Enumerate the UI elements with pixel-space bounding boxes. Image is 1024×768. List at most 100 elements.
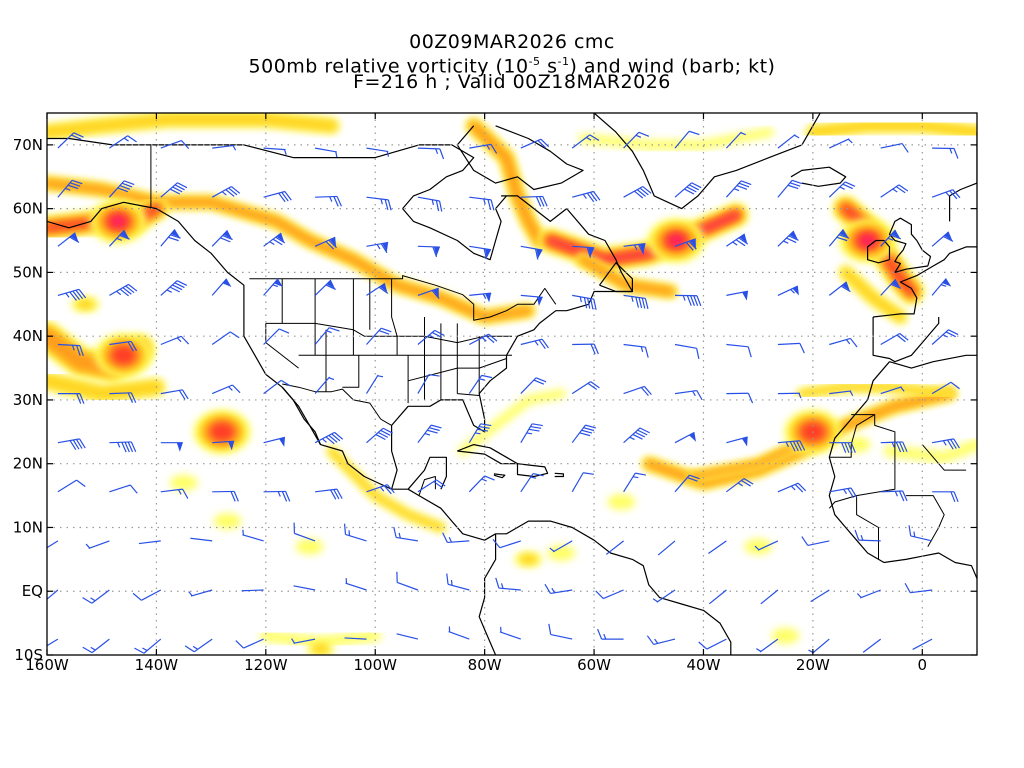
barb-feather xyxy=(117,187,129,193)
wind-barb xyxy=(571,134,600,149)
wind-barb xyxy=(160,229,181,247)
barb-feather xyxy=(69,236,80,244)
barb-feather xyxy=(637,429,648,436)
barb-staff xyxy=(807,540,830,547)
barb-feather xyxy=(801,536,809,546)
vorticity-band xyxy=(579,255,675,296)
barb-feather xyxy=(432,331,443,339)
title-field-part: s xyxy=(540,55,558,78)
barb-feather xyxy=(687,477,698,482)
wind-barb xyxy=(931,278,952,296)
barb-feather xyxy=(740,180,752,186)
barb-half-feather xyxy=(85,543,91,549)
barb-feather xyxy=(132,592,142,601)
barb-staff xyxy=(293,585,316,591)
barb-staff xyxy=(109,392,132,395)
barb-half-feather xyxy=(483,198,486,205)
barb-staff xyxy=(468,423,482,444)
barb-feather xyxy=(789,441,796,452)
barb-feather xyxy=(688,240,697,250)
barb-feather xyxy=(593,299,597,310)
barb-half-feather xyxy=(798,393,802,399)
barb-feather xyxy=(181,389,189,400)
barb-staff xyxy=(880,184,900,198)
barb-feather xyxy=(334,431,344,440)
barb-feather xyxy=(130,441,137,453)
barb-staff xyxy=(550,633,573,640)
wind-barb xyxy=(777,134,800,149)
barb-staff xyxy=(520,245,543,251)
coastline xyxy=(516,463,549,478)
barb-feather xyxy=(436,479,446,487)
barb-staff xyxy=(314,147,337,153)
wind-barb xyxy=(932,491,959,503)
title-exponent: -1 xyxy=(557,55,570,68)
wind-barb xyxy=(880,229,902,247)
barb-feather xyxy=(233,491,239,502)
barb-staff xyxy=(469,196,492,201)
political-border xyxy=(342,355,360,388)
barb-feather xyxy=(950,381,960,390)
wind-barb xyxy=(109,484,138,494)
barb-feather xyxy=(377,431,389,438)
barb-feather xyxy=(278,192,286,203)
barb-feather xyxy=(840,285,851,293)
wind-barb xyxy=(160,280,188,296)
barb-half-feather xyxy=(328,377,335,381)
wind-barb xyxy=(549,540,573,553)
barb-feather xyxy=(794,484,804,493)
barb-feather xyxy=(75,439,83,449)
barb-feather xyxy=(73,132,84,138)
barb-feather xyxy=(735,239,746,247)
vorticity-band xyxy=(798,383,954,398)
barb-half-feather xyxy=(379,486,385,492)
lat-label: 10S xyxy=(14,646,43,664)
barb-staff xyxy=(880,441,903,444)
barb-half-feather xyxy=(500,626,502,633)
vorticity-max xyxy=(209,422,235,442)
barb-feather xyxy=(696,390,703,401)
barb-feather xyxy=(281,491,288,502)
barb-feather xyxy=(231,186,241,194)
coastline xyxy=(47,137,475,209)
wind-barb xyxy=(623,385,652,397)
barb-half-feather xyxy=(424,433,431,436)
barb-feather xyxy=(228,187,238,196)
wind-barb xyxy=(880,142,909,153)
barb-feather xyxy=(644,298,649,310)
barb-feather xyxy=(382,427,393,434)
barb-feather xyxy=(590,343,596,355)
barb-feather xyxy=(428,373,440,377)
wind-barb xyxy=(160,389,189,400)
wind-barb xyxy=(315,488,343,500)
wind-barb xyxy=(417,245,440,258)
barb-feather xyxy=(787,184,799,190)
barb-half-feather xyxy=(526,432,533,435)
vorticity-blob xyxy=(519,554,538,565)
barb-half-feather xyxy=(894,491,899,497)
barb-feather xyxy=(636,189,646,197)
wind-barb xyxy=(597,628,624,640)
barb-half-feather xyxy=(945,191,950,197)
barb-feather xyxy=(847,488,855,499)
wind-barb xyxy=(417,287,440,300)
wind-barb xyxy=(520,472,544,493)
barb-feather xyxy=(689,474,700,480)
barb-staff xyxy=(777,285,799,296)
wind-barb xyxy=(931,381,960,395)
political-border xyxy=(391,278,398,356)
barb-feather xyxy=(433,481,443,489)
wind-barb xyxy=(263,328,290,345)
barb-feather xyxy=(122,287,132,295)
coastline xyxy=(456,125,584,191)
vorticity-blob xyxy=(76,299,95,310)
barb-feather xyxy=(380,429,391,436)
barb-feather xyxy=(119,288,129,297)
vorticity-blob xyxy=(547,544,576,561)
barb-staff xyxy=(417,196,440,202)
barb-feather xyxy=(490,143,498,154)
barb-feather xyxy=(272,238,283,246)
lat-label: 70N xyxy=(13,136,43,154)
wind-barb xyxy=(674,182,702,198)
wind-barb xyxy=(726,343,752,358)
